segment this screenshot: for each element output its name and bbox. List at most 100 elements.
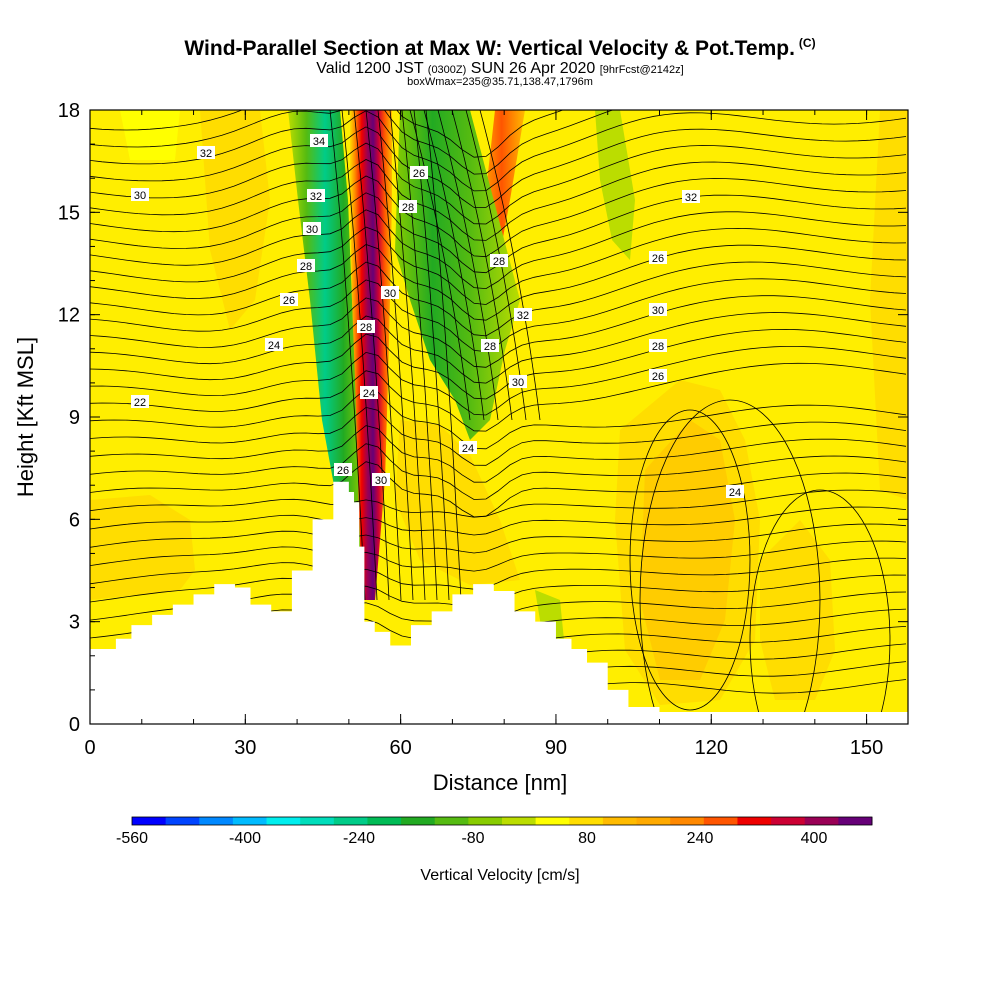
x-tick-label: 150 (850, 737, 883, 759)
colorbar-swatch (132, 817, 167, 825)
contour-label-box (197, 146, 215, 159)
colorbar-swatch (300, 817, 335, 825)
colorbar-swatch (434, 817, 469, 825)
contour-label-box (297, 259, 315, 272)
contour-label-box (490, 254, 508, 267)
colorbar-tick-label: -560 (116, 830, 148, 847)
contour-label: 22 (134, 397, 146, 409)
contour-label: 34 (313, 136, 325, 148)
colorbar-swatch (468, 817, 503, 825)
theta-contour-line (423, 110, 485, 421)
colorbar-label: Vertical Velocity [cm/s] (420, 867, 579, 884)
contour-label: 32 (310, 191, 322, 203)
colorbar-tick-label: -240 (343, 830, 375, 847)
theta-contour-line (479, 110, 541, 421)
contour-label-box (131, 188, 149, 201)
theta-contour-line (90, 226, 907, 305)
theta-contour-line (90, 209, 907, 290)
field-patch-3 (640, 420, 735, 680)
colorbar-swatch (232, 817, 268, 825)
colorbar-swatch (401, 817, 436, 825)
theta-contour-line (90, 261, 907, 337)
theta-contour-line (90, 312, 907, 384)
theta-contour-labels: 32 30 22 24 26 28 34 32 30 28 26 30 28 24 26 30 28 32 28 30… (131, 134, 744, 499)
contour-label: 24 (268, 340, 280, 352)
contour-label-box (726, 485, 744, 498)
contour-label-box (310, 134, 328, 147)
theta-contour-line (90, 346, 907, 416)
contour-label-box (303, 222, 321, 235)
theta-contour-line (90, 142, 907, 225)
theta-contour-line (377, 110, 414, 601)
colorbar-swatch (804, 817, 839, 825)
contour-label: 28 (360, 322, 372, 334)
contour-label: 30 (652, 305, 664, 317)
contour-label: 26 (337, 465, 349, 477)
colorbar-tick-label: 240 (687, 830, 714, 847)
contour-label: 26 (652, 371, 664, 383)
chart-title: Wind-Parallel Section at Max W: Vertical… (184, 36, 816, 60)
contour-label-box (381, 286, 399, 299)
theta-contour-line (389, 110, 426, 601)
x-tick-label: 60 (390, 737, 412, 759)
theta-contour-line (425, 110, 462, 601)
field-patch-8 (120, 110, 180, 160)
theta-contour-line (90, 110, 614, 175)
contour-label-box (682, 190, 700, 203)
field-patch-6 (395, 420, 520, 585)
colorbar-tick-label: 400 (801, 830, 828, 847)
theta-contour-line (90, 461, 907, 518)
contour-label: 26 (413, 168, 425, 180)
contour-label: 28 (493, 256, 505, 268)
contour-label-box (131, 395, 149, 408)
contour-label: 24 (462, 443, 474, 455)
colorbar-swatch (367, 817, 402, 825)
y-axis-label: Height [Kft MSL] (13, 337, 38, 497)
theta-contour-line (437, 110, 499, 421)
title-mark: (C) (798, 36, 816, 50)
theta-contour-line (90, 362, 907, 432)
colorbar-tick-label: -80 (461, 830, 484, 847)
colorbar-swatch (502, 817, 537, 825)
colorbar-swatch (199, 817, 234, 825)
y-tick-label: 0 (69, 714, 80, 736)
contour-label-box (459, 441, 477, 454)
x-tick-label: 120 (695, 737, 728, 759)
theta-contour-line (90, 406, 907, 466)
contour-label-box (514, 308, 532, 321)
contour-label-box (649, 251, 667, 264)
colorbar-swatch (737, 817, 772, 825)
x-tick-label: 90 (545, 737, 567, 759)
theta-contour-line (90, 425, 907, 483)
y-tick-label: 12 (58, 305, 80, 327)
contour-label-box (481, 339, 499, 352)
contour-label-box (410, 166, 428, 179)
colorbar-swatch (535, 817, 570, 825)
contour-label: 28 (484, 341, 496, 353)
contour-label: 32 (517, 310, 529, 322)
field-down-band-2 (395, 110, 520, 440)
contour-label-box (360, 386, 378, 399)
contour-label: 24 (729, 487, 741, 499)
theta-contour-line (90, 557, 907, 590)
contour-label-box (334, 463, 352, 476)
colorbar-swatch (636, 817, 671, 825)
contour-label: 30 (134, 190, 146, 202)
colorbar-swatch (838, 817, 873, 825)
contour-label-box (372, 473, 390, 486)
colorbar-swatch (569, 817, 604, 825)
contour-label-box (265, 338, 283, 351)
theta-contour-line (329, 110, 366, 601)
chart-subtitle-2: boxWmax=235@35.71,138.47,1796m (407, 76, 593, 88)
theta-contour-line (90, 328, 907, 400)
y-tick-label: 3 (69, 612, 80, 634)
theta-contour-line (90, 126, 907, 208)
contour-label-box (649, 303, 667, 316)
colorbar-swatch (602, 817, 638, 825)
contour-label-box (307, 189, 325, 202)
field-down-band-3 (595, 110, 635, 260)
theta-contour-line (401, 110, 438, 601)
axis-ticks: 0 30 60 90 120 150 0 3 6 9 12 15 18 (58, 100, 908, 759)
theta-contour-line (90, 295, 907, 368)
theta-contour-line (90, 506, 907, 536)
